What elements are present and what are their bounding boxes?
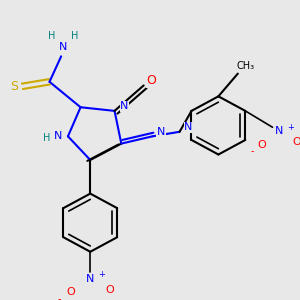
Text: H: H (48, 32, 55, 41)
Text: O: O (105, 285, 114, 295)
Text: +: + (98, 270, 105, 279)
Text: N: N (86, 274, 94, 284)
Text: O: O (67, 287, 75, 297)
Text: N: N (184, 122, 193, 132)
Text: N: N (157, 127, 165, 137)
Text: O: O (146, 74, 156, 87)
Text: O: O (257, 140, 266, 149)
Text: H: H (43, 133, 50, 143)
Text: N: N (59, 42, 67, 52)
Text: H: H (71, 32, 78, 41)
Text: O: O (292, 137, 300, 147)
Text: -: - (58, 294, 61, 300)
Text: +: + (287, 123, 294, 132)
Text: S: S (11, 80, 19, 93)
Text: N: N (54, 131, 62, 141)
Text: N: N (120, 101, 128, 111)
Text: N: N (275, 126, 284, 136)
Text: -: - (250, 146, 254, 156)
Text: CH₃: CH₃ (236, 61, 255, 71)
